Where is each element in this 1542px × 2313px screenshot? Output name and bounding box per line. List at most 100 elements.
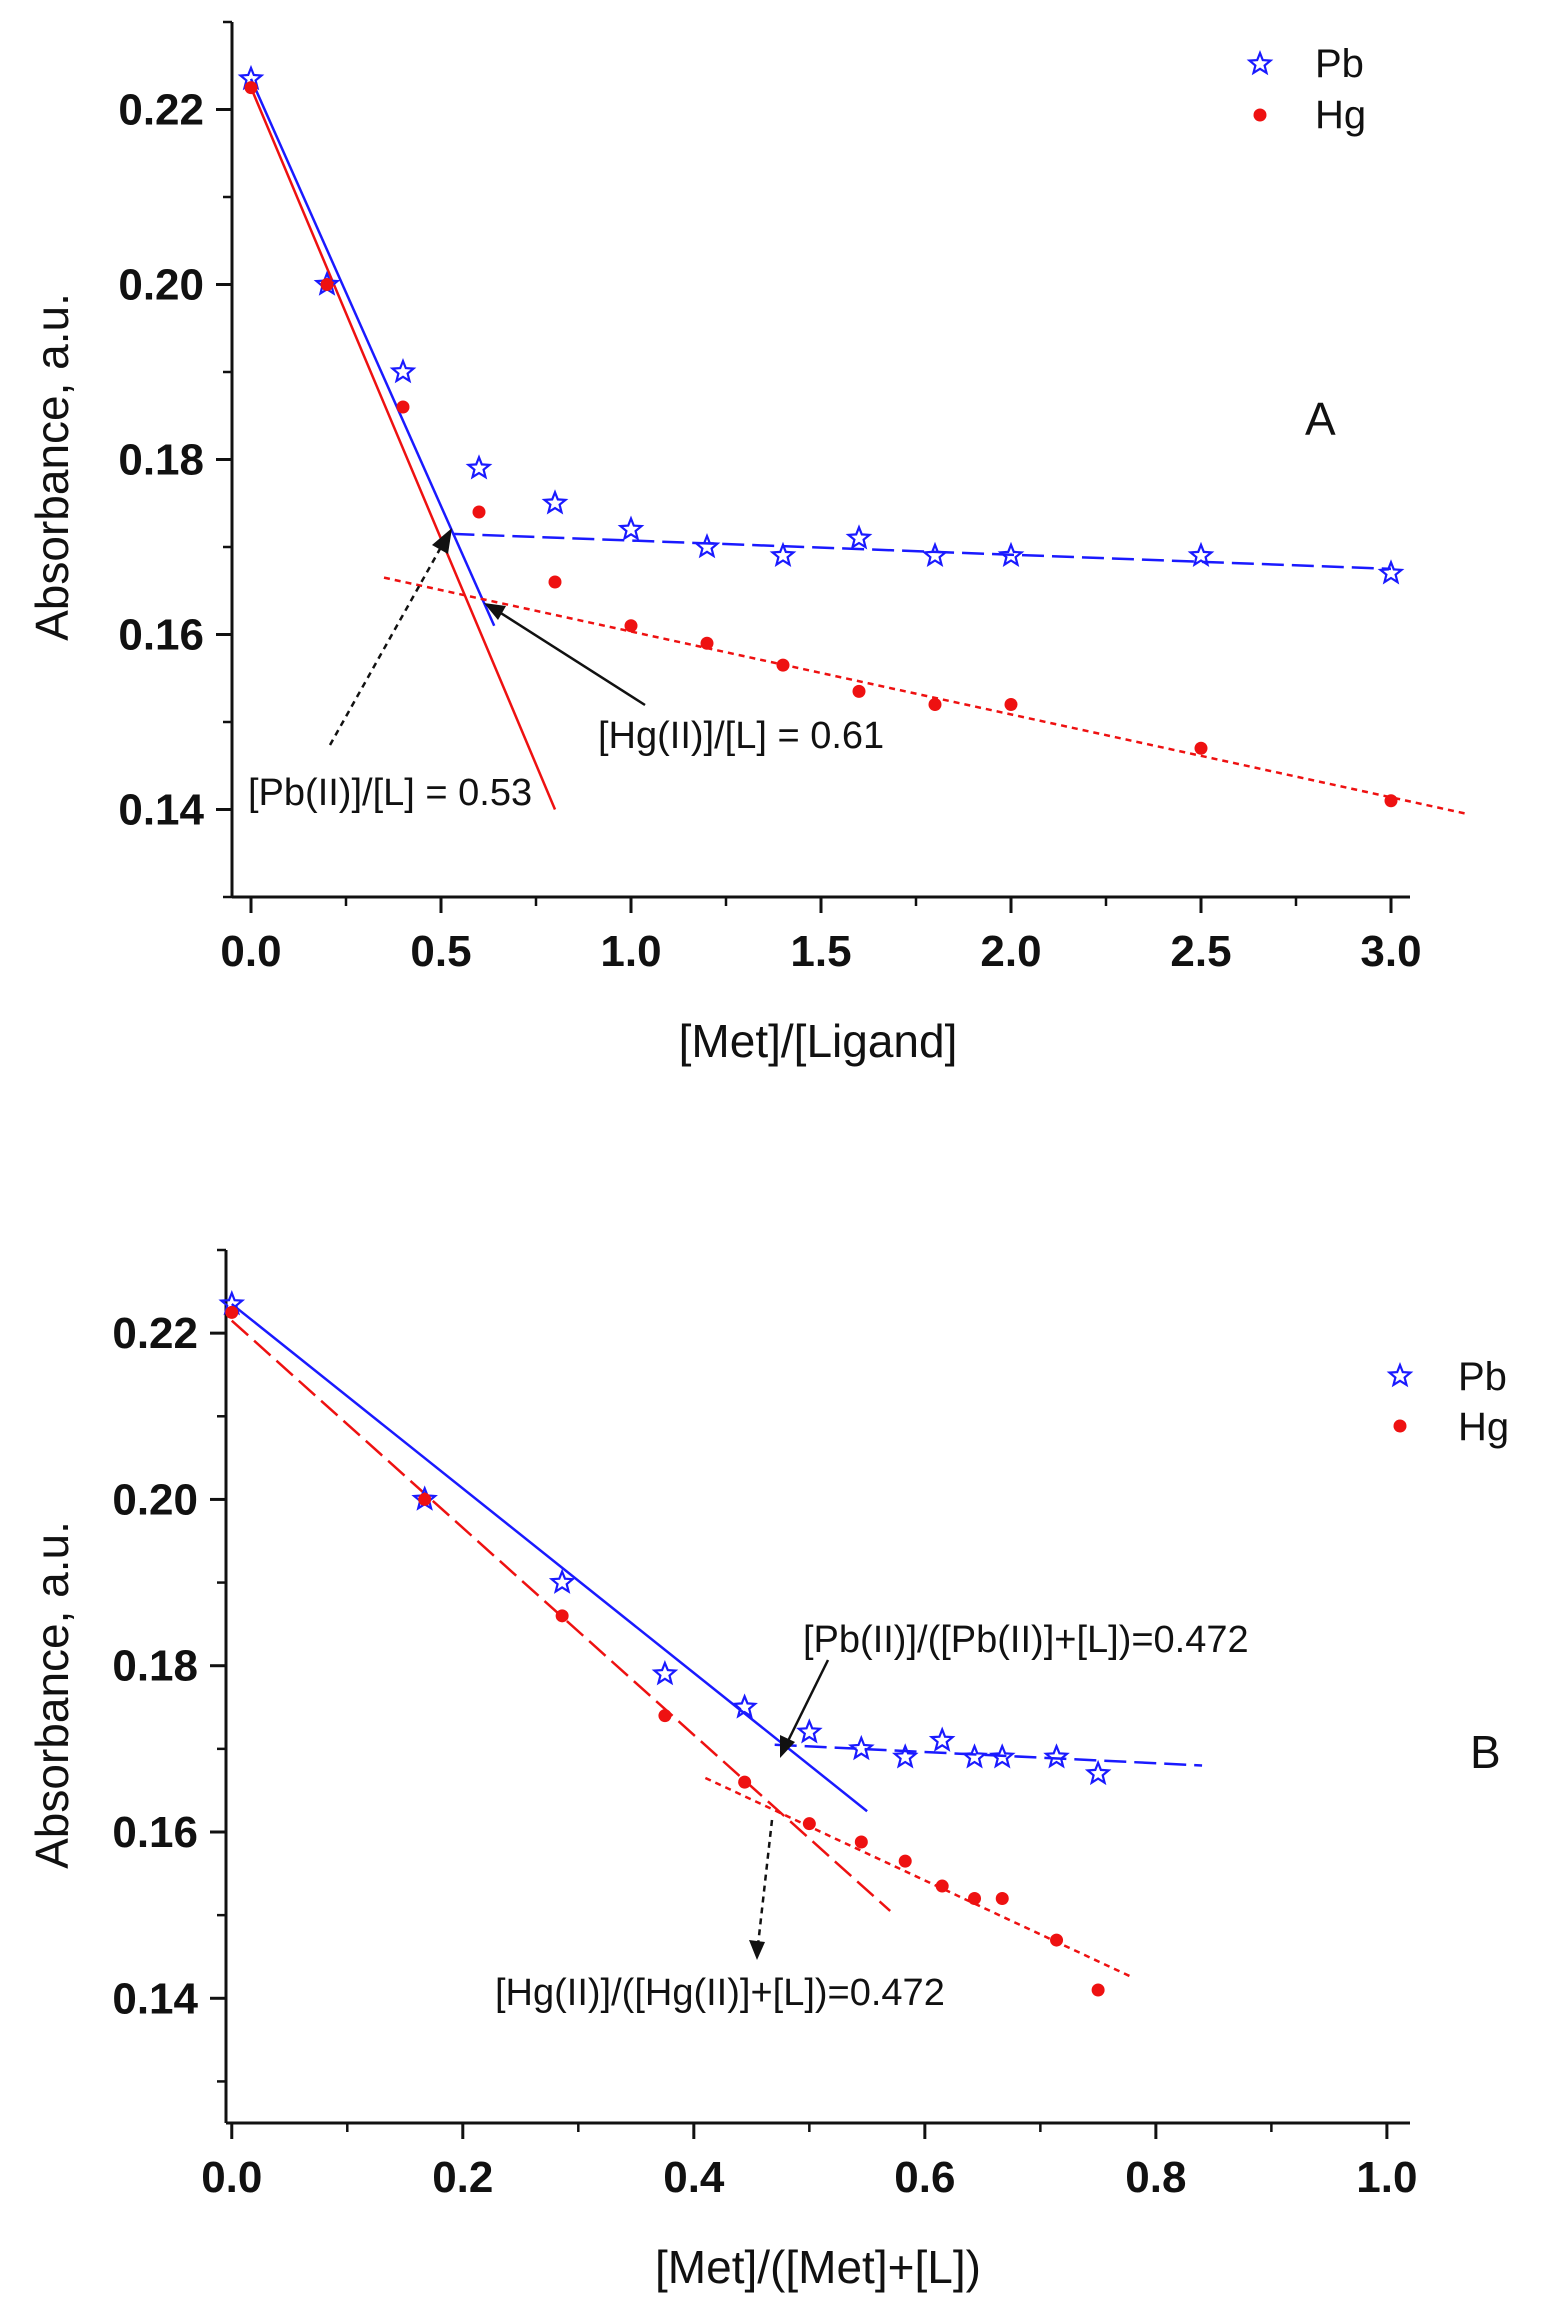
panel-a-y-tick-label: 0.16 — [118, 611, 204, 660]
panel-b-legend-hg-marker — [1393, 1419, 1407, 1433]
panel-b-hg-fit-line — [704, 1776, 1134, 1979]
panel-b-hg-point — [854, 1835, 868, 1849]
panel-b-pb-point — [892, 1743, 919, 1769]
panel-b-y-tick-label: 0.14 — [112, 1974, 198, 2023]
panel-b-hg-point — [738, 1775, 752, 1789]
panel-b-x-tick-label: 1.0 — [1356, 2153, 1417, 2202]
panel-b-y-tick-label: 0.18 — [112, 1642, 198, 1691]
panel-a-x-tick-label: 0.0 — [220, 927, 281, 976]
panel-a-fit-lines — [249, 78, 1468, 816]
panel-a-x-tick-label: 2.5 — [1170, 927, 1231, 976]
panel-a-hg-fit-line — [249, 87, 557, 810]
panel-a-hg-point — [548, 575, 562, 589]
panel-a-y-tick-label: 0.20 — [118, 261, 204, 310]
hg-fraction-annotation: [Hg(II)]/([Hg(II)]+[L])=0.472 — [495, 1972, 945, 2014]
panel-a-hg-point — [852, 684, 866, 698]
panel-a-pb-point — [1377, 559, 1405, 585]
panel-a-x-tick-label: 0.5 — [410, 927, 471, 976]
panel-b-x-tick-label: 0.0 — [201, 2153, 262, 2202]
panel-a-annotations: [Pb(II)]/[L] = 0.53 [Hg(II)]/[L] = 0.61 — [248, 528, 884, 814]
panel-b-y-axis-title: Absorbance, a.u. — [26, 1521, 78, 1869]
panel-a-x-tick-label: 1.5 — [790, 927, 851, 976]
panel-a-pb-point — [769, 541, 797, 568]
panel-b-hg-point — [225, 1305, 239, 1319]
hg-ratio-arrowhead — [484, 603, 506, 620]
panel-a-pb-point — [1187, 541, 1215, 568]
panel-a-axes: 0.0 0.5 1.0 1.5 2.0 2.5 3.0 0.14 0.16 0.18 0.20 0.2… — [118, 20, 1422, 976]
panel-a-x-tick-label: 2.0 — [980, 927, 1041, 976]
panel-a-pb-fit-line — [452, 532, 1392, 571]
panel-b-letter: B — [1470, 1726, 1501, 1778]
panel-a-hg-point — [320, 278, 334, 291]
panel-a-hg-point — [776, 658, 790, 672]
panel-a-x-tick-label: 3.0 — [1360, 927, 1421, 976]
panel-b-pb-point — [796, 1718, 823, 1744]
panel-a-hg-point — [472, 505, 486, 519]
panel-b-pb-point — [548, 1568, 576, 1594]
panel-b-x-tick-label: 0.2 — [432, 2153, 493, 2202]
panel-b-hg-point — [1050, 1933, 1064, 1947]
panel-a-hg-fit-line — [383, 576, 1468, 816]
panel-b-pb-point — [928, 1726, 956, 1752]
panel-a-letter: A — [1305, 393, 1336, 445]
panel-b-hg-point — [898, 1854, 912, 1868]
panel-b-hg-point — [968, 1892, 982, 1906]
pb-fraction-arrow — [784, 1659, 830, 1746]
panel-a-y-axis-title: Absorbance, a.u. — [26, 293, 78, 641]
panel-b-legend-pb-marker — [1386, 1362, 1414, 1388]
panel-a-hg-point — [624, 619, 638, 633]
panel-b-hg-point — [1091, 1983, 1105, 1997]
hg-ratio-annotation: [Hg(II)]/[L] = 0.61 — [598, 715, 884, 757]
pb-ratio-annotation: [Pb(II)]/[L] = 0.53 — [248, 772, 532, 814]
panel-a-pb-point — [389, 358, 417, 384]
panel-b-pb-fit-line — [230, 1303, 868, 1813]
panel-a-hg-point — [244, 81, 258, 95]
pb-fraction-arrowhead — [780, 1735, 795, 1758]
panel-a-data-points — [237, 64, 1405, 808]
panel-a-legend: Pb Hg — [1246, 42, 1366, 137]
panel-a-x-axis-title: [Met]/[Ligand] — [679, 1015, 958, 1067]
panel-a-hg-point — [396, 400, 410, 414]
panel-b-hg-point — [802, 1817, 816, 1831]
panel-b-y-tick-label: 0.22 — [112, 1309, 198, 1358]
legend-pb-label: Pb — [1315, 42, 1364, 86]
panel-b-hg-point — [658, 1709, 672, 1723]
panel-b-pb-point — [988, 1743, 1016, 1769]
panel-a-pb-point — [541, 489, 569, 515]
panel-b-data-points — [218, 1289, 1112, 1997]
panel-b-pb-point — [651, 1660, 679, 1686]
panel-a-pb-point — [845, 524, 873, 550]
panel-b-x-axis-title: [Met]/([Met]+[L]) — [655, 2241, 981, 2293]
panel-b-pb-point — [731, 1693, 758, 1719]
panel-a-pb-point — [617, 515, 645, 541]
panel-b-pb-point — [961, 1743, 988, 1769]
panel-b-pb-point — [1084, 1759, 1112, 1786]
panel-b-axes: 0.0 0.2 0.4 0.6 0.8 1.0 0.14 0.16 0.18 0.20 0.22 — [112, 1248, 1417, 2202]
panel-a-hg-point — [928, 698, 942, 711]
panel-a-hg-point — [700, 636, 714, 650]
panel-a-y-tick-label: 0.14 — [118, 786, 204, 835]
panel-a-hg-point — [1004, 698, 1018, 711]
hg-fraction-arrowhead — [749, 1940, 765, 1960]
legend-hg-label: Hg — [1315, 93, 1366, 137]
pb-ratio-arrowhead — [432, 528, 452, 554]
panel-b-x-tick-label: 0.4 — [663, 2153, 725, 2202]
panel-b-hg-point — [995, 1892, 1009, 1906]
panel-b-x-tick-label: 0.8 — [1125, 2153, 1186, 2202]
panel-b-pb-fit-line — [774, 1743, 1203, 1767]
legend-pb-label-b: Pb — [1458, 1355, 1507, 1399]
pb-fraction-annotation: [Pb(II)]/([Pb(II)]+[L])=0.472 — [803, 1619, 1249, 1661]
panel-a-legend-pb-marker — [1246, 50, 1274, 76]
panel-a-pb-point — [465, 454, 493, 480]
panel-b-pb-point — [848, 1734, 875, 1761]
panel-a-y-tick-label: 0.22 — [118, 86, 204, 135]
panel-b-legend: Pb Hg — [1386, 1355, 1509, 1449]
panel-a: 0.0 0.5 1.0 1.5 2.0 2.5 3.0 0.14 0.16 0.18 0.20 0.2… — [26, 20, 1468, 1067]
panel-b: 0.0 0.2 0.4 0.6 0.8 1.0 0.14 0.16 0.18 0.20 0.22 [… — [26, 1248, 1509, 2293]
panel-a-pb-point — [693, 533, 721, 559]
panel-a-y-tick-label: 0.18 — [118, 436, 204, 485]
panel-a-pb-point — [921, 541, 949, 568]
panel-a-hg-point — [1384, 794, 1398, 808]
panel-a-hg-point — [1194, 741, 1208, 755]
